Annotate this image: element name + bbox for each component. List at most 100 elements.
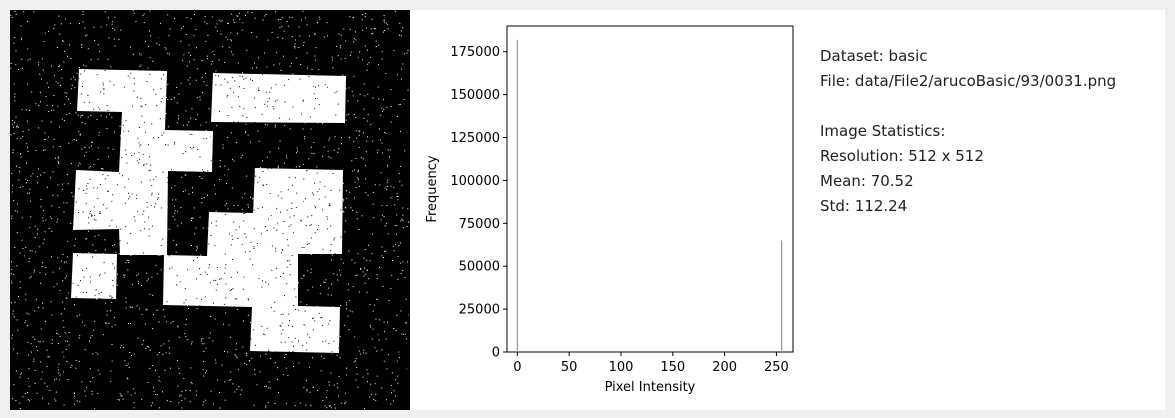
noise-pixel [48, 261, 50, 263]
noise-pixel [326, 86, 328, 88]
noise-pixel [300, 220, 302, 222]
noise-pixel [113, 312, 115, 313]
noise-pixel [73, 336, 75, 338]
noise-pixel [52, 10, 54, 12]
noise-pixel [399, 180, 401, 182]
noise-pixel [327, 254, 329, 256]
noise-pixel [110, 370, 112, 372]
noise-pixel [41, 371, 43, 373]
noise-pixel [396, 360, 398, 362]
noise-pixel [221, 28, 223, 30]
noise-pixel [51, 109, 53, 111]
noise-pixel [133, 77, 135, 79]
noise-pixel [49, 216, 51, 218]
noise-pixel [265, 258, 267, 260]
noise-pixel [58, 163, 60, 164]
noise-pixel [251, 12, 253, 13]
noise-pixel [17, 246, 19, 248]
noise-pixel [314, 346, 315, 348]
noise-pixel [48, 114, 49, 116]
noise-pixel [331, 15, 333, 17]
noise-pixel [230, 371, 232, 373]
noise-pixel [327, 218, 329, 220]
noise-pixel [256, 129, 258, 131]
noise-pixel [245, 77, 247, 79]
noise-pixel [357, 135, 359, 137]
noise-pixel [277, 179, 279, 181]
noise-pixel [145, 309, 147, 311]
noise-pixel [351, 20, 353, 22]
noise-pixel [195, 118, 197, 120]
noise-pixel [291, 16, 293, 18]
noise-pixel [293, 290, 295, 292]
noise-pixel [31, 161, 33, 163]
noise-pixel [294, 405, 296, 407]
noise-pixel [284, 295, 285, 297]
noise-pixel [44, 36, 45, 38]
noise-pixel [362, 76, 364, 78]
noise-pixel [289, 348, 291, 350]
noise-pixel [104, 391, 105, 393]
noise-pixel [267, 263, 269, 265]
y-tick-label: 50000 [459, 260, 500, 275]
noise-pixel [82, 11, 84, 13]
noise-pixel [158, 321, 160, 323]
noise-pixel [110, 45, 112, 47]
noise-pixel [342, 25, 344, 27]
noise-pixel [235, 248, 237, 250]
noise-pixel [189, 61, 191, 63]
noise-pixel [92, 311, 93, 313]
noise-pixel [340, 274, 341, 276]
noise-pixel [366, 291, 368, 293]
noise-pixel [375, 394, 377, 396]
noise-pixel [316, 305, 318, 307]
noise-pixel [231, 235, 233, 237]
noise-pixel [258, 278, 260, 280]
noise-pixel [326, 390, 328, 392]
noise-pixel [395, 395, 396, 397]
noise-pixel [367, 278, 369, 280]
noise-pixel [187, 19, 189, 21]
noise-pixel [78, 67, 80, 69]
noise-pixel [29, 383, 31, 385]
noise-pixel [12, 59, 14, 61]
noise-pixel [311, 68, 313, 70]
noise-pixel [386, 300, 388, 302]
noise-pixel [333, 206, 334, 208]
noise-pixel [402, 214, 404, 216]
noise-pixel [214, 318, 216, 320]
noise-pixel [46, 349, 48, 351]
noise-pixel [66, 202, 68, 204]
noise-pixel [404, 295, 406, 297]
noise-pixel [292, 288, 294, 290]
noise-pixel [337, 279, 339, 281]
noise-pixel [190, 381, 192, 383]
noise-pixel [349, 310, 351, 312]
noise-pixel [125, 297, 127, 299]
noise-pixel [314, 34, 316, 36]
noise-pixel [42, 86, 44, 88]
noise-pixel [86, 292, 88, 293]
noise-pixel [52, 225, 54, 227]
noise-pixel [84, 146, 86, 148]
noise-pixel [17, 27, 19, 29]
noise-pixel [330, 157, 332, 159]
noise-pixel [39, 196, 41, 198]
noise-pixel [347, 315, 349, 317]
noise-pixel [161, 356, 163, 358]
noise-pixel [118, 127, 120, 129]
noise-pixel [400, 99, 402, 101]
noise-pixel [18, 69, 20, 70]
noise-pixel [296, 291, 298, 293]
noise-pixel [167, 155, 169, 157]
noise-pixel [38, 64, 40, 66]
noise-pixel [62, 320, 64, 322]
noise-pixel [310, 405, 312, 407]
noise-pixel [133, 153, 135, 155]
noise-pixel [47, 201, 49, 203]
noise-pixel [59, 247, 61, 249]
noise-pixel [104, 272, 106, 274]
noise-pixel [102, 143, 104, 145]
noise-pixel [60, 189, 62, 191]
noise-pixel [56, 134, 58, 136]
